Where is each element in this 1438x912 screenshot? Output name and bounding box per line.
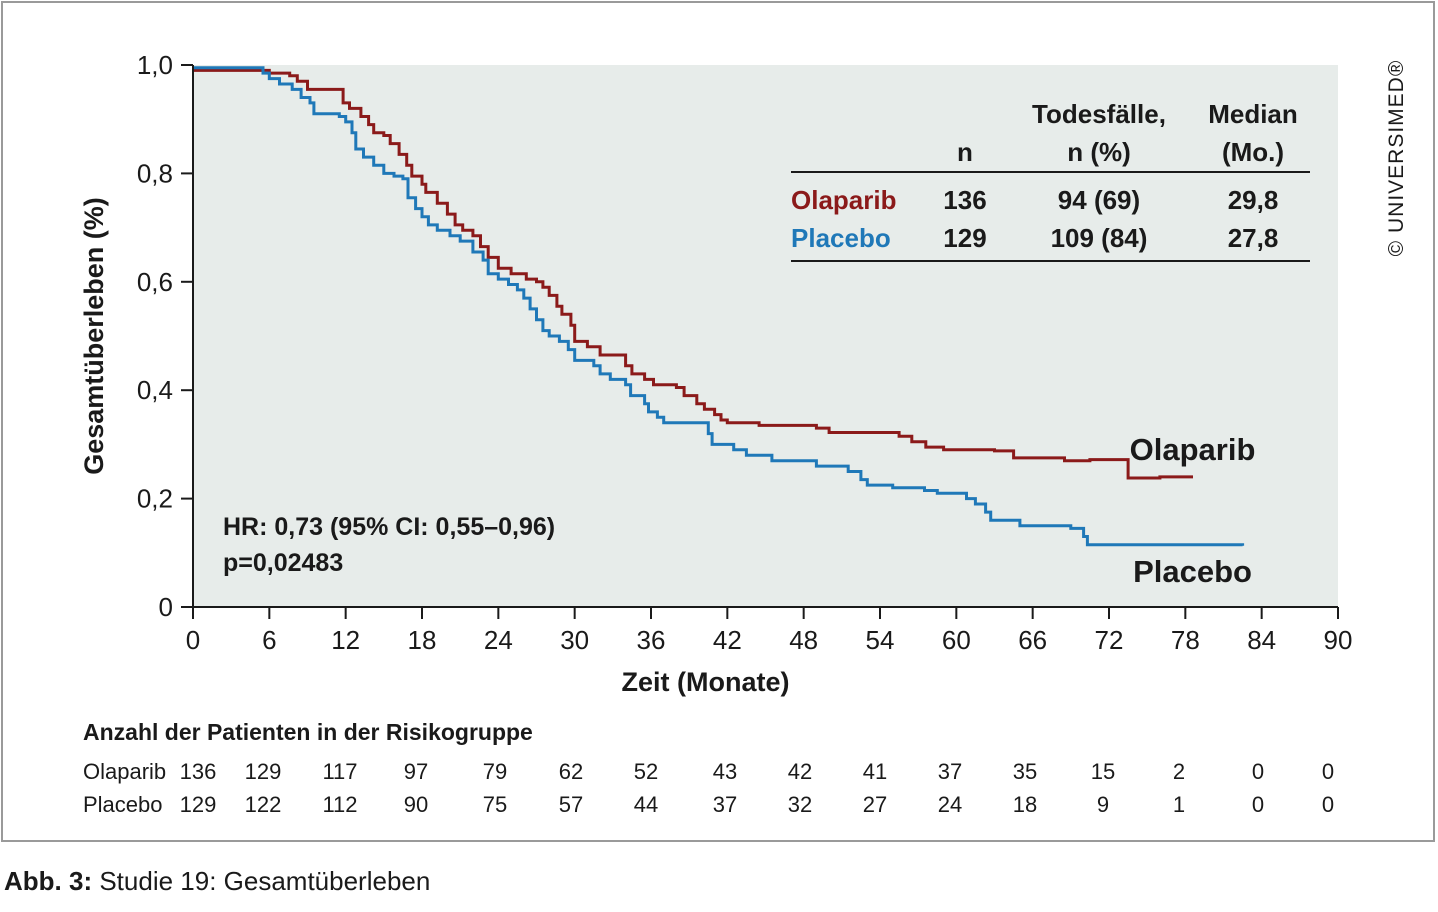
- x-tick-label: 54: [866, 625, 895, 655]
- table-header-deaths: Todesfälle,: [1032, 99, 1166, 129]
- x-tick-label: 42: [713, 625, 742, 655]
- risk-cell: 52: [634, 759, 658, 784]
- x-tick-label: 30: [560, 625, 589, 655]
- x-tick-label: 60: [942, 625, 971, 655]
- x-tick-label: 66: [1018, 625, 1047, 655]
- x-tick-label: 6: [262, 625, 276, 655]
- risk-cell: 41: [863, 759, 887, 784]
- stats-annotation-line: HR: 0,73 (95% CI: 0,55–0,96): [223, 513, 555, 541]
- risk-cell: 37: [938, 759, 962, 784]
- x-tick-label: 36: [637, 625, 666, 655]
- risk-cell: 27: [863, 792, 887, 817]
- table-header-median: Median: [1208, 99, 1298, 129]
- series-line-placebo: [193, 66, 1245, 547]
- risk-cell: 79: [483, 759, 507, 784]
- risk-cell: 0: [1322, 792, 1334, 817]
- y-tick-label: 0,2: [137, 484, 173, 514]
- table-header-median-unit: (Mo.): [1222, 137, 1284, 167]
- risk-cell: 0: [1252, 792, 1264, 817]
- series-line-olaparib: [193, 68, 1193, 480]
- risk-cell: 32: [788, 792, 812, 817]
- table-cell-arm: Placebo: [791, 223, 891, 253]
- risk-cell: 1: [1173, 792, 1185, 817]
- risk-cell: 90: [404, 792, 428, 817]
- axes: 0 6 12 18 24 30 36 42 48 54 60 66 72 78 84 90 0 0,2 0,4 0,6…: [79, 50, 1352, 697]
- risk-table-title: Anzahl der Patienten in der Risikogruppe: [83, 719, 533, 745]
- caption-label: Abb. 3:: [4, 866, 93, 896]
- table-cell-n: 129: [943, 223, 986, 253]
- risk-cell: 9: [1097, 792, 1109, 817]
- y-tick-label: 0: [159, 592, 173, 622]
- x-tick-label: 90: [1324, 625, 1353, 655]
- y-axis-title: Gesamtüberleben (%): [79, 197, 109, 475]
- series-label-placebo: Placebo: [1133, 554, 1252, 589]
- risk-cell: 129: [245, 759, 282, 784]
- x-axis-title: Zeit (Monate): [622, 667, 790, 697]
- caption-text: Studie 19: Gesamtüberleben: [99, 866, 431, 896]
- risk-cell: 129: [180, 792, 217, 817]
- risk-cell: 0: [1252, 759, 1264, 784]
- y-tick-label: 0,6: [137, 267, 173, 297]
- labels: Olaparib Placebo HR: 0,73 (95% CI: 0,55–0,…: [223, 432, 1255, 589]
- risk-row-label: Olaparib: [83, 759, 166, 784]
- risk-cell: 42: [788, 759, 812, 784]
- survival-chart: 0 6 12 18 24 30 36 42 48 54 60 66 72 78 84 9000,20,40,6…: [79, 50, 1408, 817]
- x-tick-label: 0: [186, 625, 200, 655]
- risk-cell: 57: [559, 792, 583, 817]
- risk-cell: 35: [1013, 759, 1037, 784]
- table-header-deaths-unit: n (%): [1067, 137, 1131, 167]
- y-tick-label: 1,0: [137, 50, 173, 80]
- risk-cell: 0: [1322, 759, 1334, 784]
- risk-row-label: Placebo: [83, 792, 163, 817]
- x-tick-label: 84: [1247, 625, 1276, 655]
- copyright-notice: © UNIVERSIMED®: [1385, 60, 1408, 257]
- table-cell-deaths: 94 (69): [1058, 185, 1140, 215]
- table-cell-median: 27,8: [1228, 223, 1279, 253]
- risk-cell: 15: [1091, 759, 1115, 784]
- risk-cell: 136: [180, 759, 217, 784]
- series-layer: [193, 66, 1245, 547]
- risk-cell: 97: [404, 759, 428, 784]
- summary-table: n Todesfälle, n (%) Median (Mo.) Olaparib 136 9…: [791, 99, 1310, 262]
- risk-cell: 18: [1013, 792, 1037, 817]
- x-tick-label: 18: [408, 625, 437, 655]
- y-tick-label: 0,4: [137, 375, 173, 405]
- series-label-olaparib: Olaparib: [1130, 432, 1256, 467]
- x-tick-label: 24: [484, 625, 513, 655]
- figure-frame: 0 6 12 18 24 30 36 42 48 54 60 66 72 78 84 90 0 0,2 0,4 0,6…: [1, 1, 1435, 842]
- plot-area: [193, 65, 1338, 607]
- risk-cell: 62: [559, 759, 583, 784]
- y-tick-label: 0,8: [137, 158, 173, 188]
- table-cell-n: 136: [943, 185, 986, 215]
- x-tick-label: 12: [331, 625, 360, 655]
- risk-cell: 117: [322, 759, 357, 784]
- risk-cell: 2: [1173, 759, 1185, 784]
- risk-cell: 122: [245, 792, 282, 817]
- risk-table: Anzahl der Patienten in der Risikogruppe…: [83, 719, 1334, 817]
- table-cell-median: 29,8: [1228, 185, 1279, 215]
- table-header-n: n: [957, 137, 973, 167]
- figure-caption: Abb. 3: Studie 19: Gesamtüberleben: [4, 866, 430, 897]
- risk-cell: 44: [634, 792, 658, 817]
- table-cell-deaths: 109 (84): [1051, 223, 1148, 253]
- risk-cell: 37: [713, 792, 737, 817]
- x-tick-label: 48: [789, 625, 818, 655]
- stats-annotation-line: p=0,02483: [223, 549, 343, 577]
- risk-cell: 43: [713, 759, 737, 784]
- risk-cell: 24: [938, 792, 962, 817]
- x-tick-label: 78: [1171, 625, 1200, 655]
- table-cell-arm: Olaparib: [791, 185, 896, 215]
- risk-cell: 75: [483, 792, 507, 817]
- x-tick-label: 72: [1095, 625, 1124, 655]
- risk-cell: 112: [322, 792, 357, 817]
